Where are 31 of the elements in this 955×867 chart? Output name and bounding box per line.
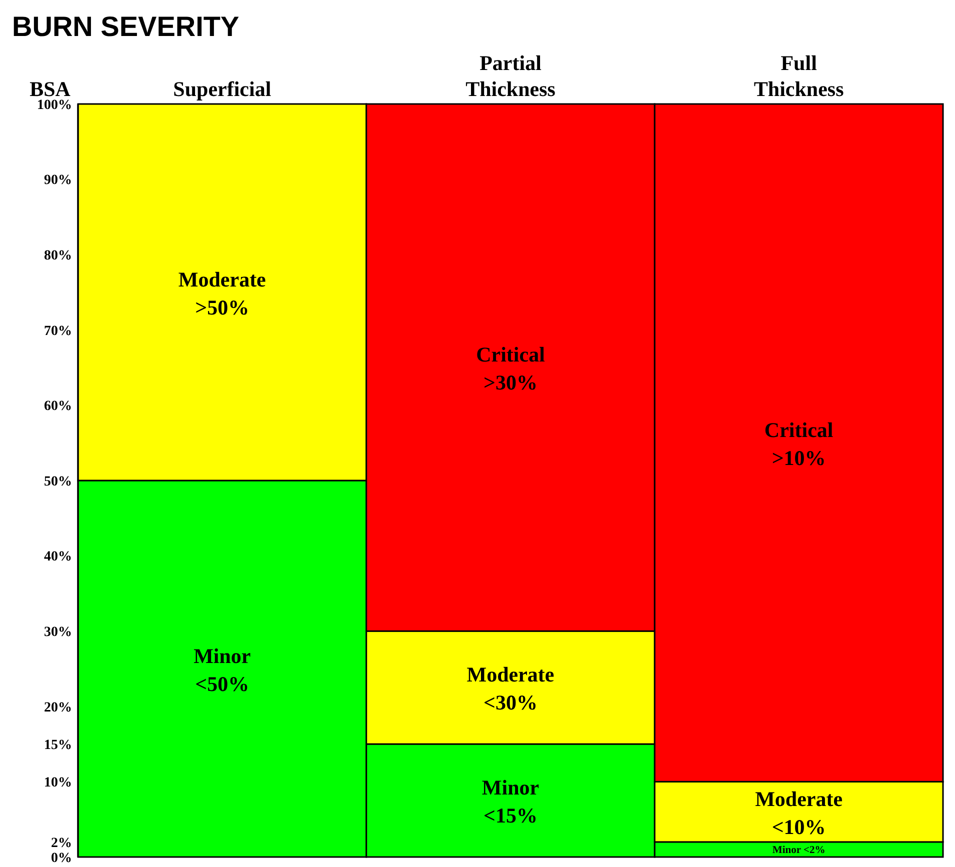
data-label: <10% (772, 814, 826, 839)
y-tick-label: 0% (51, 850, 72, 866)
data-label: >10% (772, 446, 826, 470)
text: Moderate (466, 662, 554, 687)
series-label: Critical (476, 342, 546, 367)
data-label: >50% (195, 295, 250, 320)
y-tick-label: 50% (44, 474, 72, 490)
y-tick-label: 80% (44, 248, 72, 264)
x-tick-label: Full Thickness (754, 51, 844, 101)
data-label: <30% (484, 690, 538, 715)
y-tick-label: 15% (44, 738, 72, 753)
text: Critical (764, 418, 834, 442)
data-label: <50% (195, 672, 250, 696)
y-tick-label: 40% (44, 550, 72, 565)
chart-title: BURN SEVERITY (12, 11, 240, 42)
x-tick-label: Partial Thickness (466, 51, 556, 101)
text: Minor <2% (772, 845, 826, 856)
data-label: <15% (484, 804, 538, 828)
y-tick-label: 90% (44, 173, 72, 188)
text: Moderate (178, 267, 266, 292)
x-tick-label: Superficial (173, 77, 272, 101)
y-tick-label: 60% (44, 399, 72, 414)
series-label: Moderate (755, 786, 843, 811)
text: Minor (194, 644, 251, 668)
y-tick-label: 10% (44, 776, 72, 791)
y-tick-label: 2% (51, 836, 72, 851)
series-label: Minor (482, 776, 540, 800)
y-tick-label: 70% (44, 324, 72, 339)
data-label: >30% (484, 370, 538, 395)
y-tick-label: 30% (44, 625, 72, 640)
y-tick-label: 20% (44, 700, 72, 716)
